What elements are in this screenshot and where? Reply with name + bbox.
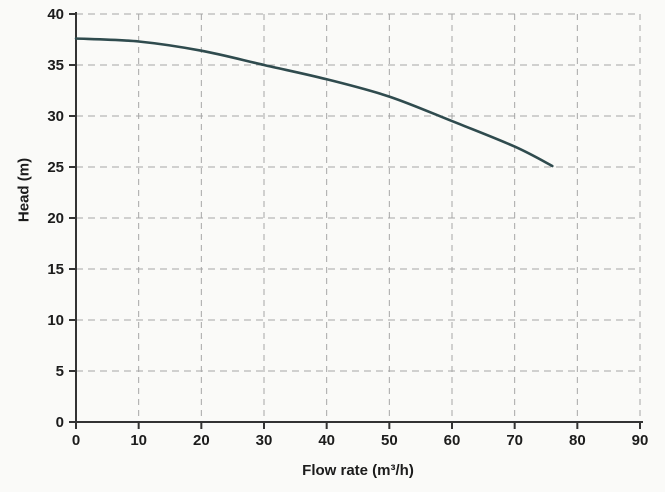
head-curve bbox=[74, 37, 554, 168]
x-tick-label: 90 bbox=[632, 432, 649, 449]
y-tick-label: 20 bbox=[47, 210, 64, 227]
x-tick-label: 60 bbox=[444, 432, 461, 449]
x-axis-title: Flow rate (m³/h) bbox=[302, 462, 414, 479]
x-tick-label: 40 bbox=[318, 432, 335, 449]
x-tick-label: 20 bbox=[193, 432, 210, 449]
y-tick-label: 30 bbox=[47, 108, 64, 125]
x-tick-label: 80 bbox=[569, 432, 586, 449]
x-tick-label: 0 bbox=[72, 432, 80, 449]
y-tick-label: 0 bbox=[56, 414, 64, 431]
y-tick-label: 15 bbox=[47, 261, 64, 278]
x-tick-label: 10 bbox=[130, 432, 147, 449]
x-tick-label: 30 bbox=[256, 432, 273, 449]
y-tick-label: 35 bbox=[47, 57, 64, 74]
y-tick-label: 40 bbox=[47, 6, 64, 23]
y-tick-label: 10 bbox=[47, 312, 64, 329]
x-tick-label: 70 bbox=[506, 432, 523, 449]
y-axis-title: Head (m) bbox=[15, 157, 33, 223]
y-tick-label: 5 bbox=[56, 363, 64, 380]
x-tick-label: 50 bbox=[381, 432, 398, 449]
y-tick-label: 25 bbox=[47, 159, 64, 176]
